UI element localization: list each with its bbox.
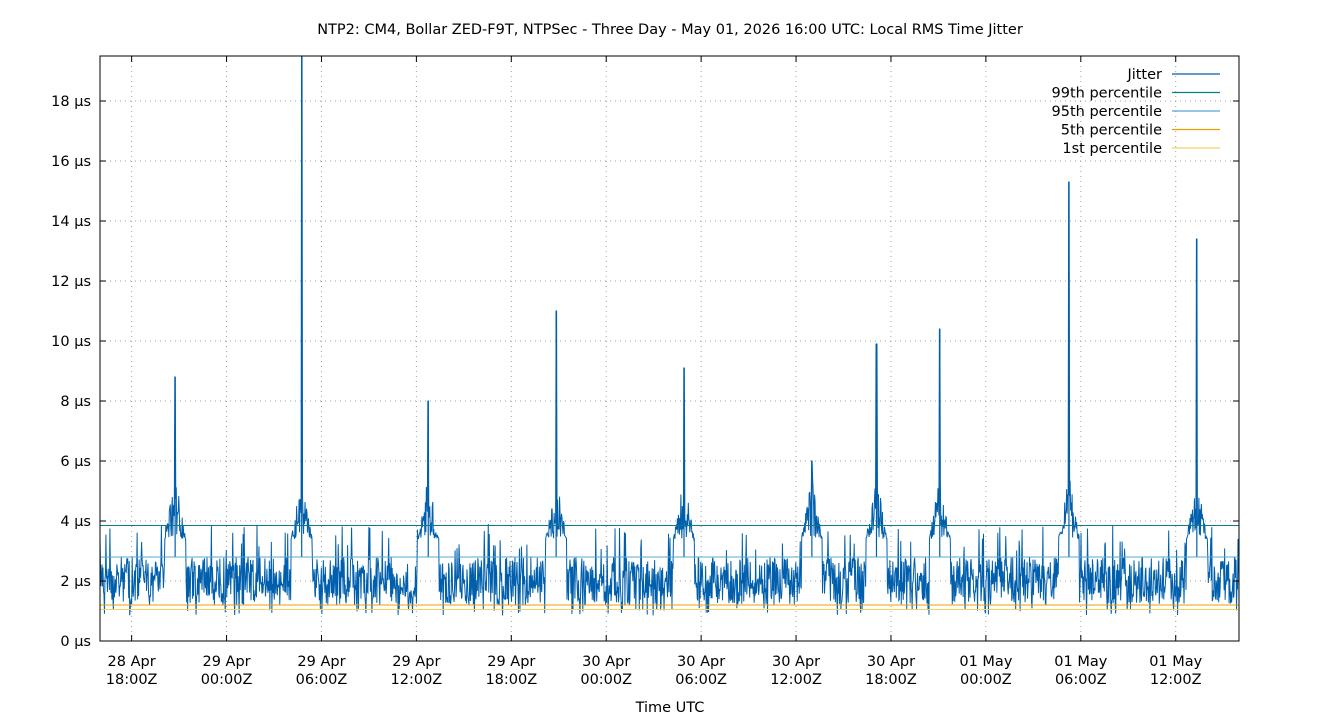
x-tick-label-time: 18:00Z xyxy=(865,672,917,688)
legend-label: 99th percentile xyxy=(1052,86,1163,102)
x-tick-label-date: 30 Apr xyxy=(867,654,915,670)
percentile-lines xyxy=(100,525,1239,610)
y-tick-label: 18 µs xyxy=(51,94,91,110)
x-tick-label-date: 29 Apr xyxy=(297,654,345,670)
y-tick-label: 0 µs xyxy=(60,634,91,650)
y-tick-label: 12 µs xyxy=(51,274,91,290)
y-tick-label: 10 µs xyxy=(51,334,91,350)
y-tick-label: 16 µs xyxy=(51,154,91,170)
x-tick-label-date: 30 Apr xyxy=(772,654,820,670)
x-tick-label-time: 00:00Z xyxy=(201,672,253,688)
legend-label: Jitter xyxy=(1126,67,1162,83)
legend: Jitter 99th percentile 95th percentile 5th … xyxy=(1052,67,1220,157)
x-tick-label-time: 18:00Z xyxy=(106,672,158,688)
plot-frame xyxy=(99,55,1240,642)
x-tick-label-date: 29 Apr xyxy=(202,654,250,670)
x-tick-label-time: 12:00Z xyxy=(391,672,443,688)
x-tick-label-date: 01 May xyxy=(1054,654,1107,670)
y-tick-label: 8 µs xyxy=(60,394,91,410)
x-tick-label-date: 28 Apr xyxy=(108,654,156,670)
x-tick-label-date: 01 May xyxy=(1149,654,1202,670)
legend-label: 95th percentile xyxy=(1052,104,1163,120)
y-tick-label: 4 µs xyxy=(60,514,91,530)
y-tick-label: 14 µs xyxy=(51,214,91,230)
x-tick-label-date: 30 Apr xyxy=(582,654,630,670)
x-tick-label-date: 01 May xyxy=(959,654,1012,670)
x-tick-label-time: 00:00Z xyxy=(960,672,1012,688)
x-tick-label-time: 00:00Z xyxy=(580,672,632,688)
y-axis: 0 µs 2 µs 4 µs 6 µs 8 µs 10 µs 12 µs 14 µs 16 µs… xyxy=(51,94,1239,650)
y-tick-label: 6 µs xyxy=(60,454,91,470)
x-tick-label-time: 12:00Z xyxy=(770,672,822,688)
x-tick-label-date: 30 Apr xyxy=(677,654,725,670)
x-tick-label-time: 12:00Z xyxy=(1150,672,1202,688)
x-tick-label-time: 06:00Z xyxy=(1055,672,1107,688)
x-tick-label-time: 06:00Z xyxy=(296,672,348,688)
x-tick-label-time: 18:00Z xyxy=(485,672,537,688)
x-tick-label-date: 29 Apr xyxy=(487,654,535,670)
y-tick-label: 2 µs xyxy=(60,574,91,590)
jitter-series xyxy=(99,55,1240,616)
x-axis: 28 Apr 18:00Z 29 Apr 00:00Z 29 Apr 06:00Z 29 A… xyxy=(106,56,1203,688)
chart-title: NTP2: CM4, Bollar ZED-F9T, NTPSec - Thre… xyxy=(317,22,1023,38)
jitter-line xyxy=(99,55,1240,616)
x-axis-label: Time UTC xyxy=(635,700,705,716)
legend-label: 1st percentile xyxy=(1062,141,1162,157)
legend-label: 5th percentile xyxy=(1061,123,1162,139)
x-tick-label-time: 06:00Z xyxy=(675,672,727,688)
x-tick-label-date: 29 Apr xyxy=(392,654,440,670)
